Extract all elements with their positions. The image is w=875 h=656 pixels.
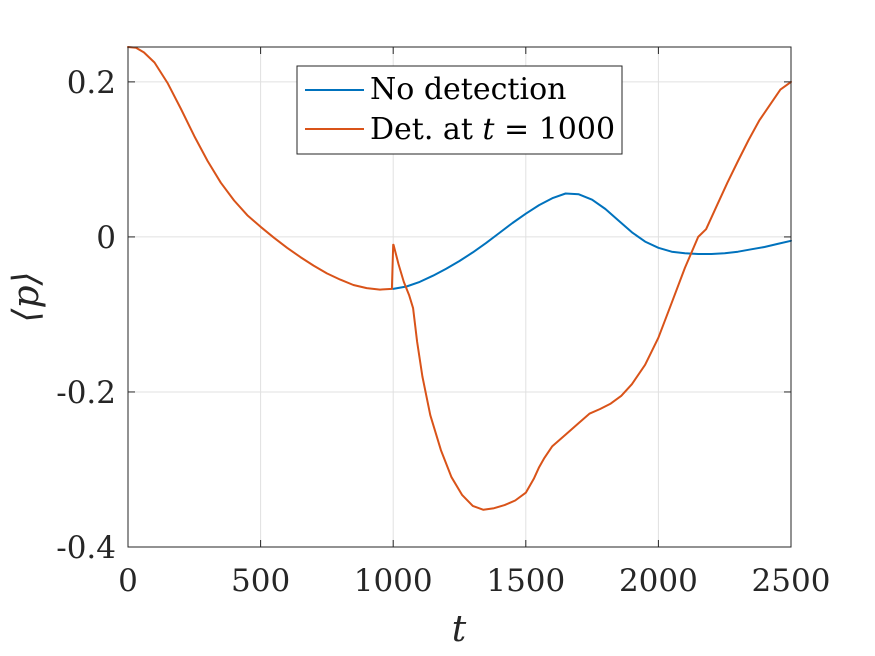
series-line-detection <box>127 46 792 511</box>
legend-label-detection: Det. at t = 1000 <box>370 112 615 147</box>
y-axis-label: ⟨p⟩ <box>6 271 47 322</box>
y-tick-labels: -0.4 -0.2 0 0.2 <box>56 65 116 566</box>
legend-label-no-detection: No detection <box>370 72 566 107</box>
y-tick-label: 0 <box>96 220 116 256</box>
x-tick-label: 0 <box>118 563 138 599</box>
x-axis-label: t <box>452 609 467 650</box>
series-line-no-detection <box>392 192 792 290</box>
legend-label-detection-rest: = 1000 <box>494 112 615 147</box>
y-tick-label: 0.2 <box>67 65 116 101</box>
y-tick-label: -0.2 <box>56 375 116 411</box>
legend-label-detection-main: Det. at <box>370 112 482 147</box>
series-layer <box>127 46 792 511</box>
legend: No detection Det. at t = 1000 <box>296 65 623 155</box>
x-tick-label: 1500 <box>486 563 565 599</box>
y-tick-label: -0.4 <box>56 530 116 566</box>
tick-marks <box>127 47 792 548</box>
x-tick-label: 1000 <box>354 563 433 599</box>
legend-label-detection-var: t <box>482 112 495 147</box>
x-tick-label: 2500 <box>752 563 831 599</box>
x-tick-labels: 0 500 1000 1500 2000 2500 <box>118 563 830 599</box>
legend-box <box>296 65 623 155</box>
x-tick-label: 500 <box>231 563 290 599</box>
axes-box <box>127 46 792 548</box>
x-tick-label: 2000 <box>619 563 698 599</box>
